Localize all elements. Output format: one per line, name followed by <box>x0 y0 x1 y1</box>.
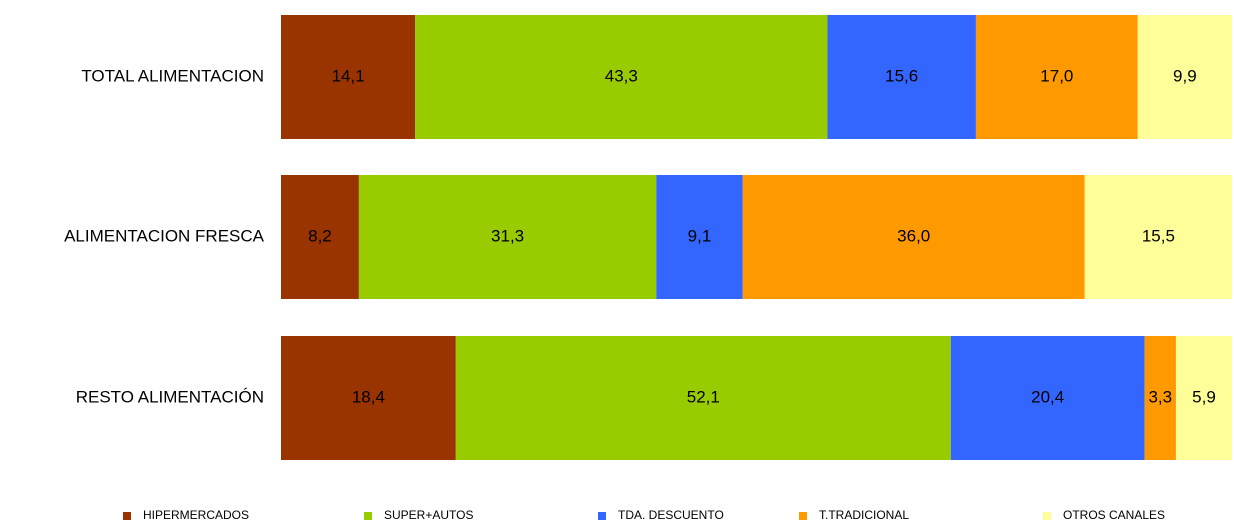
legend-marker <box>598 512 606 520</box>
legend-label: TDA. DESCUENTO <box>618 508 724 522</box>
data-label: 31,3 <box>491 226 524 245</box>
legend-marker <box>123 512 131 520</box>
legend-label: OTROS CANALES <box>1063 508 1165 522</box>
bar-segment <box>950 336 1145 460</box>
data-label: 52,1 <box>687 387 720 406</box>
data-label: 8,2 <box>308 226 332 245</box>
legend-marker <box>799 512 807 520</box>
bar-segment <box>455 336 951 460</box>
bar-segment <box>742 175 1085 299</box>
data-label: 15,5 <box>1142 226 1175 245</box>
data-label: 20,4 <box>1031 387 1064 406</box>
data-label: 5,9 <box>1192 387 1216 406</box>
data-label: 3,3 <box>1148 387 1172 406</box>
data-label: 14,1 <box>332 66 365 85</box>
data-label: 9,1 <box>688 226 712 245</box>
category-label: RESTO ALIMENTACIÓN <box>76 387 264 406</box>
bar-segment <box>1137 15 1232 139</box>
bars-layer: TOTAL ALIMENTACION 14,1 43,3 15,6 17,0 9,9 ALI… <box>64 15 1232 460</box>
bar-segment <box>415 15 828 139</box>
bar-segment <box>1084 175 1232 299</box>
legend: HIPERMERCADOS SUPER+AUTOS TDA. DESCUENTO T.… <box>123 508 1165 522</box>
legend-label: HIPERMERCADOS <box>143 508 249 522</box>
category-label: ALIMENTACION FRESCA <box>64 226 265 245</box>
data-label: 43,3 <box>605 66 638 85</box>
legend-marker <box>364 512 372 520</box>
data-label: 17,0 <box>1040 66 1073 85</box>
bar-segment <box>358 175 657 299</box>
data-label: 9,9 <box>1173 66 1197 85</box>
legend-label: T.TRADICIONAL <box>819 508 909 522</box>
data-label: 36,0 <box>897 226 930 245</box>
bar-segment <box>975 15 1138 139</box>
bar-segment <box>281 336 456 460</box>
data-label: 18,4 <box>352 387 385 406</box>
bar-segment <box>827 15 976 139</box>
bar-segment <box>1144 336 1176 460</box>
category-label: TOTAL ALIMENTACION <box>81 66 264 85</box>
bar-segment <box>1175 336 1232 460</box>
legend-marker <box>1043 512 1051 520</box>
bar-segment <box>656 175 743 299</box>
legend-label: SUPER+AUTOS <box>384 508 473 522</box>
data-label: 15,6 <box>885 66 918 85</box>
bar-segment <box>281 15 416 139</box>
bar-segment <box>281 175 359 299</box>
